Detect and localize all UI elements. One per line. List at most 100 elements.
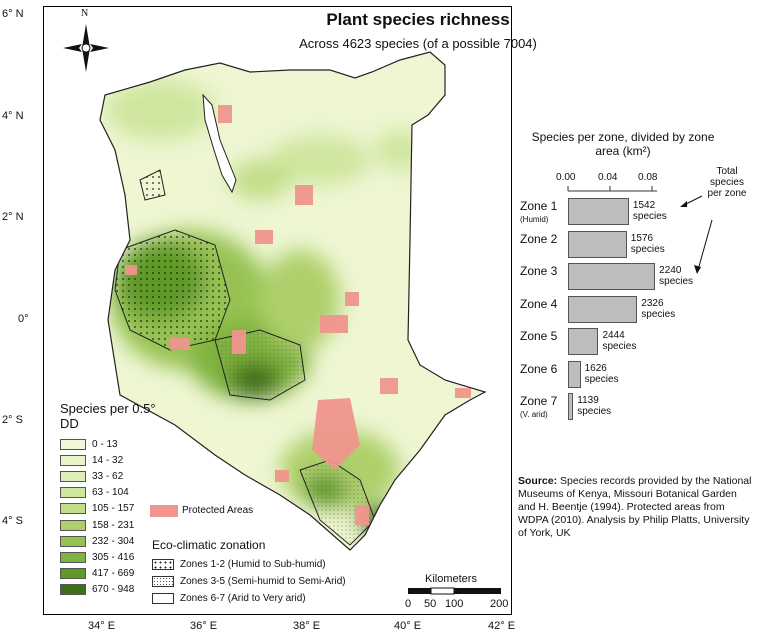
blank-pattern-swatch <box>152 593 174 604</box>
zone-bar <box>568 328 599 355</box>
legend-swatch <box>60 455 86 467</box>
eco-legend-item: Zones 6-7 (Arid to Very arid) <box>152 592 306 605</box>
legend-item: 305 - 416 <box>60 551 134 564</box>
legend-swatch <box>60 535 86 547</box>
dots-pattern-swatch <box>152 559 174 570</box>
zone-name: Zone 1 <box>520 199 558 213</box>
zone-bar <box>568 295 638 323</box>
legend-swatch <box>60 567 86 579</box>
zone-species-count: 1139 species <box>577 395 612 417</box>
zone-species-count: 1626 species <box>584 362 619 385</box>
legend-label: 305 - 416 <box>92 551 135 563</box>
legend-item: 14 - 32 <box>60 454 123 467</box>
legend-label: 158 - 231 <box>92 519 135 531</box>
legend-title: Species per 0.5° DD <box>60 401 156 431</box>
zone-label: Zone 3 <box>520 265 557 277</box>
arrow-annotations <box>680 195 713 274</box>
zone-label: Zone 1 (Humid) <box>520 200 557 226</box>
legend-swatch <box>60 439 86 450</box>
zone-label: Zone 2 <box>520 233 557 245</box>
zone-name: Zone 5 <box>520 329 558 343</box>
lat-label: 0° <box>18 313 29 325</box>
lat-label: 6° N <box>2 8 24 20</box>
x-tick-label: 0.00 <box>556 172 576 183</box>
lat-label: 4° S <box>2 515 23 527</box>
zone-species-count: 2326 species <box>641 297 676 320</box>
lat-label: 4° N <box>2 110 24 122</box>
lat-label: 2° N <box>2 211 24 223</box>
lat-label: 2° S <box>2 414 23 426</box>
legend-label: 0 - 13 <box>92 439 118 450</box>
total-species-note: Total species per zone <box>707 166 747 199</box>
zone-note: (Humid) <box>520 215 549 224</box>
zone-chart-title-text: Species per zone, divided by zone area (… <box>531 130 715 158</box>
eco-legend-label: Zones 6-7 (Arid to Very arid) <box>180 593 306 604</box>
eco-legend-label: Zones 3-5 (Semi-humid to Semi-Arid) <box>180 576 346 587</box>
lon-label: 36° E <box>190 620 218 632</box>
compass-label: N <box>81 8 89 19</box>
eco-legend-item: Zones 3-5 (Semi-humid to Semi-Arid) <box>152 575 346 588</box>
source-label: Source: <box>518 475 558 487</box>
scale-title: Kilometers <box>425 573 477 585</box>
scale-bar <box>408 587 501 595</box>
zone-label: Zone 4 <box>520 298 557 310</box>
kenya-map <box>99 51 486 551</box>
legend-item: 33 - 62 <box>60 470 123 483</box>
page-subtitle: Across 4623 species (of a possible 7004) <box>299 36 537 51</box>
eco-legend-label: Zones 1-2 (Humid to Sub-humid) <box>180 559 326 570</box>
compass-rose-icon <box>63 24 109 72</box>
legend-item: 105 - 157 <box>60 502 134 515</box>
legend-swatch <box>60 503 86 515</box>
eco-legend-item: Zones 1-2 (Humid to Sub-humid) <box>152 558 326 571</box>
zone-bar <box>568 393 574 420</box>
legend-item: 63 - 104 <box>60 486 129 499</box>
zone-name: Zone 3 <box>520 264 558 278</box>
scale-label: 200 <box>490 598 509 610</box>
x-tick-label: 0.08 <box>638 172 658 183</box>
zone-bar <box>568 230 627 258</box>
zone-species-count: 2240 species <box>659 265 694 287</box>
zone-label: Zone 5 <box>520 330 557 342</box>
legend-label: 14 - 32 <box>92 455 124 467</box>
zone-label: Zone 7 (V. arid) <box>520 395 557 421</box>
lon-label: 34° E <box>88 620 116 632</box>
legend-item: 232 - 304 <box>60 535 134 548</box>
legend-swatch <box>60 519 86 531</box>
lon-label: 38° E <box>293 620 321 632</box>
x-axis <box>567 186 657 192</box>
zone-bar <box>568 360 581 388</box>
legend-swatch <box>60 551 86 563</box>
legend-label: 63 - 104 <box>92 487 129 499</box>
legend-label: 670 - 948 <box>92 583 135 595</box>
protected-areas-label: Protected Areas <box>182 505 254 516</box>
protected-areas-swatch <box>150 505 178 517</box>
legend-item: 158 - 231 <box>60 519 134 532</box>
zone-name: Zone 6 <box>520 361 558 376</box>
legend-item: 0 - 13 <box>60 438 118 451</box>
lon-label: 40° E <box>394 620 422 632</box>
legend-item: 670 - 948 <box>60 583 134 596</box>
legend-label: 33 - 62 <box>92 471 124 483</box>
legend-label: 417 - 669 <box>92 567 135 579</box>
legend-swatch <box>60 471 86 483</box>
fine-dots-pattern-swatch <box>152 576 174 587</box>
zone-chart-title: Species per zone, divided by zone area (… <box>523 130 723 158</box>
zone-name: Zone 4 <box>520 296 558 311</box>
zone-species-count: 1542 species <box>632 200 667 222</box>
x-tick-label: 0.04 <box>598 172 618 183</box>
zone-bar <box>568 263 656 290</box>
lon-label: 42° E <box>488 620 516 632</box>
zone-label: Zone 6 <box>520 363 557 375</box>
source-note: Source: Species records provided by the … <box>518 475 753 540</box>
legend-swatch <box>60 583 86 595</box>
scale-label: 100 <box>445 598 464 610</box>
source-text: Species records provided by the National… <box>518 475 752 539</box>
zone-species-count: 1576 species <box>630 232 665 255</box>
scale-label: 0 <box>405 598 412 610</box>
page-title: Plant species richness <box>326 10 510 29</box>
zone-name: Zone 2 <box>520 231 558 246</box>
eco-zonation-title: Eco-climatic zonation <box>152 538 266 552</box>
zone-note: (V. arid) <box>520 410 548 419</box>
legend-label: 105 - 157 <box>92 503 135 515</box>
zone-name: Zone 7 <box>520 394 558 408</box>
